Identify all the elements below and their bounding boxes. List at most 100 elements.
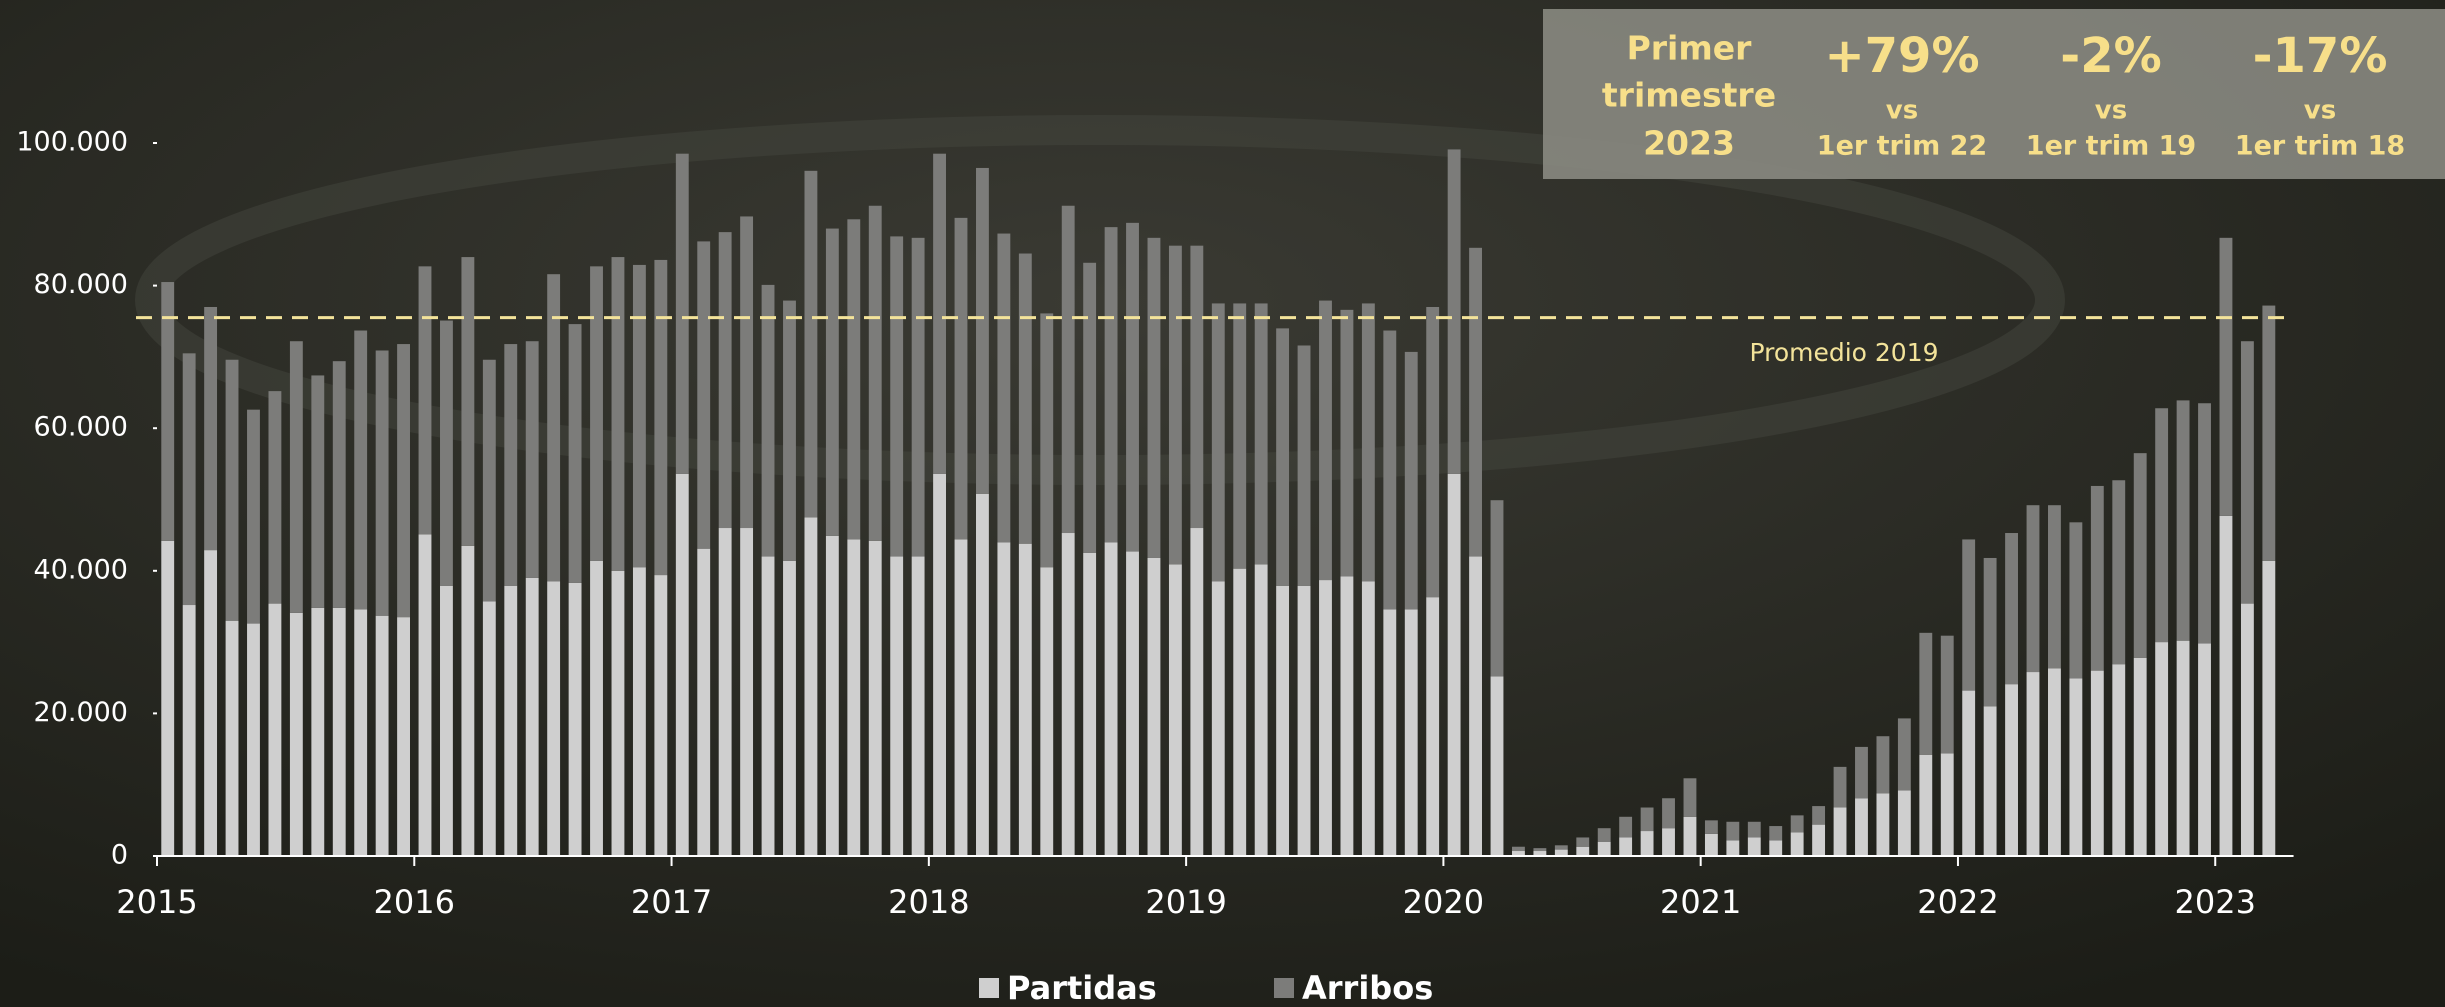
y-tick-label: 60.000	[34, 412, 128, 443]
bar-segment	[1105, 542, 1118, 856]
bar-segment	[419, 534, 432, 856]
bar-segment	[1019, 254, 1032, 544]
summary-reference: 1er trim 22	[1817, 131, 1987, 162]
bar-segment	[1426, 307, 1439, 597]
bar-segment	[740, 528, 753, 856]
bar-segment	[2155, 642, 2168, 856]
bar-segment	[1298, 345, 1311, 585]
bar-segment	[2241, 341, 2254, 603]
x-tick-label: 2018	[888, 883, 969, 921]
bar-segment	[2134, 453, 2147, 658]
bar-segment	[2069, 522, 2082, 678]
bar-segment	[1576, 847, 1589, 856]
bar-segment	[1984, 558, 1997, 706]
summary-reference: 1er trim 18	[2235, 131, 2405, 162]
bar-segment	[1898, 718, 1911, 790]
bar-segment	[1855, 798, 1868, 856]
bar-segment	[1405, 609, 1418, 856]
bar-segment	[1748, 822, 1761, 838]
bar-segment	[1019, 544, 1032, 856]
bar-segment	[804, 171, 817, 518]
bar-segment	[1769, 826, 1782, 840]
x-tick-label: 2021	[1660, 883, 1741, 921]
bar-segment	[697, 241, 710, 548]
legend-swatch	[1274, 978, 1294, 998]
bar-segment	[1169, 246, 1182, 565]
y-tick-label: 0	[111, 840, 128, 871]
summary-vs: vs	[2304, 96, 2336, 126]
bar-segment	[612, 571, 625, 856]
bar-segment	[1876, 793, 1889, 856]
bar-segment	[2027, 505, 2040, 672]
bar-segment	[955, 218, 968, 540]
bar-segment	[1641, 808, 1654, 832]
bar-segment	[2091, 486, 2104, 671]
bar-segment	[1748, 837, 1761, 856]
summary-title: 2023	[1643, 124, 1735, 163]
bar-segment	[483, 360, 496, 602]
y-tick-label: 80.000	[34, 269, 128, 300]
bar-segment	[654, 575, 667, 856]
bar-segment	[1662, 798, 1675, 828]
bar-segment	[654, 260, 667, 575]
bar-segment	[1126, 552, 1139, 856]
bar-segment	[376, 350, 389, 615]
bar-segment	[2155, 408, 2168, 642]
bar-segment	[440, 321, 453, 586]
bar-segment	[397, 617, 410, 856]
bar-segment	[1426, 597, 1439, 856]
bar-segment	[440, 586, 453, 856]
bar-segment	[397, 344, 410, 617]
bar-segment	[1812, 806, 1825, 825]
bar-segment	[226, 360, 239, 621]
bar-segment	[1276, 328, 1289, 585]
bar-segment	[268, 604, 281, 856]
bar-segment	[2027, 672, 2040, 856]
bar-segment	[419, 266, 432, 534]
bar-segment	[1083, 553, 1096, 856]
summary-title: Primer	[1627, 29, 1753, 68]
bar-segment	[290, 613, 303, 856]
bar-segment	[976, 494, 989, 856]
bar-segment	[2198, 403, 2211, 643]
bar-segment	[204, 307, 217, 550]
bar-segment	[354, 331, 367, 610]
bar-segment	[1405, 352, 1418, 609]
bar-segment	[1898, 790, 1911, 856]
bar-segment	[247, 410, 260, 624]
bar-segment	[1083, 263, 1096, 553]
bar-segment	[204, 550, 217, 856]
bar-segment	[1726, 840, 1739, 856]
bar-segment	[612, 257, 625, 571]
bar-segment	[1619, 837, 1632, 856]
bar-segment	[311, 608, 324, 856]
bar-segment	[268, 391, 281, 603]
x-tick-label: 2020	[1403, 883, 1484, 921]
x-tick-label: 2022	[1917, 883, 1998, 921]
bar-segment	[762, 557, 775, 856]
bar-segment	[1791, 815, 1804, 832]
bar-segment	[847, 219, 860, 539]
bar-segment	[1383, 331, 1396, 610]
bar-segment	[804, 517, 817, 856]
bar-segment	[2048, 505, 2061, 668]
bar-segment	[1319, 580, 1332, 856]
bar-segment	[955, 539, 968, 856]
bar-segment	[226, 621, 239, 856]
bar-segment	[504, 344, 517, 586]
bar-segment	[1255, 564, 1268, 856]
bar-segment	[569, 583, 582, 856]
bar-segment	[976, 168, 989, 494]
bar-segment	[997, 542, 1010, 856]
bar-segment	[1555, 845, 1568, 849]
bar-segment	[1533, 848, 1546, 851]
bar-segment	[933, 474, 946, 856]
legend-label: Arribos	[1302, 969, 1433, 1007]
bar-segment	[2134, 658, 2147, 856]
bar-segment	[2262, 561, 2275, 856]
bar-segment	[890, 557, 903, 856]
bar-segment	[311, 375, 324, 607]
bar-segment	[1662, 828, 1675, 856]
summary-change: -17%	[2253, 28, 2388, 84]
bar-segment	[2241, 604, 2254, 856]
